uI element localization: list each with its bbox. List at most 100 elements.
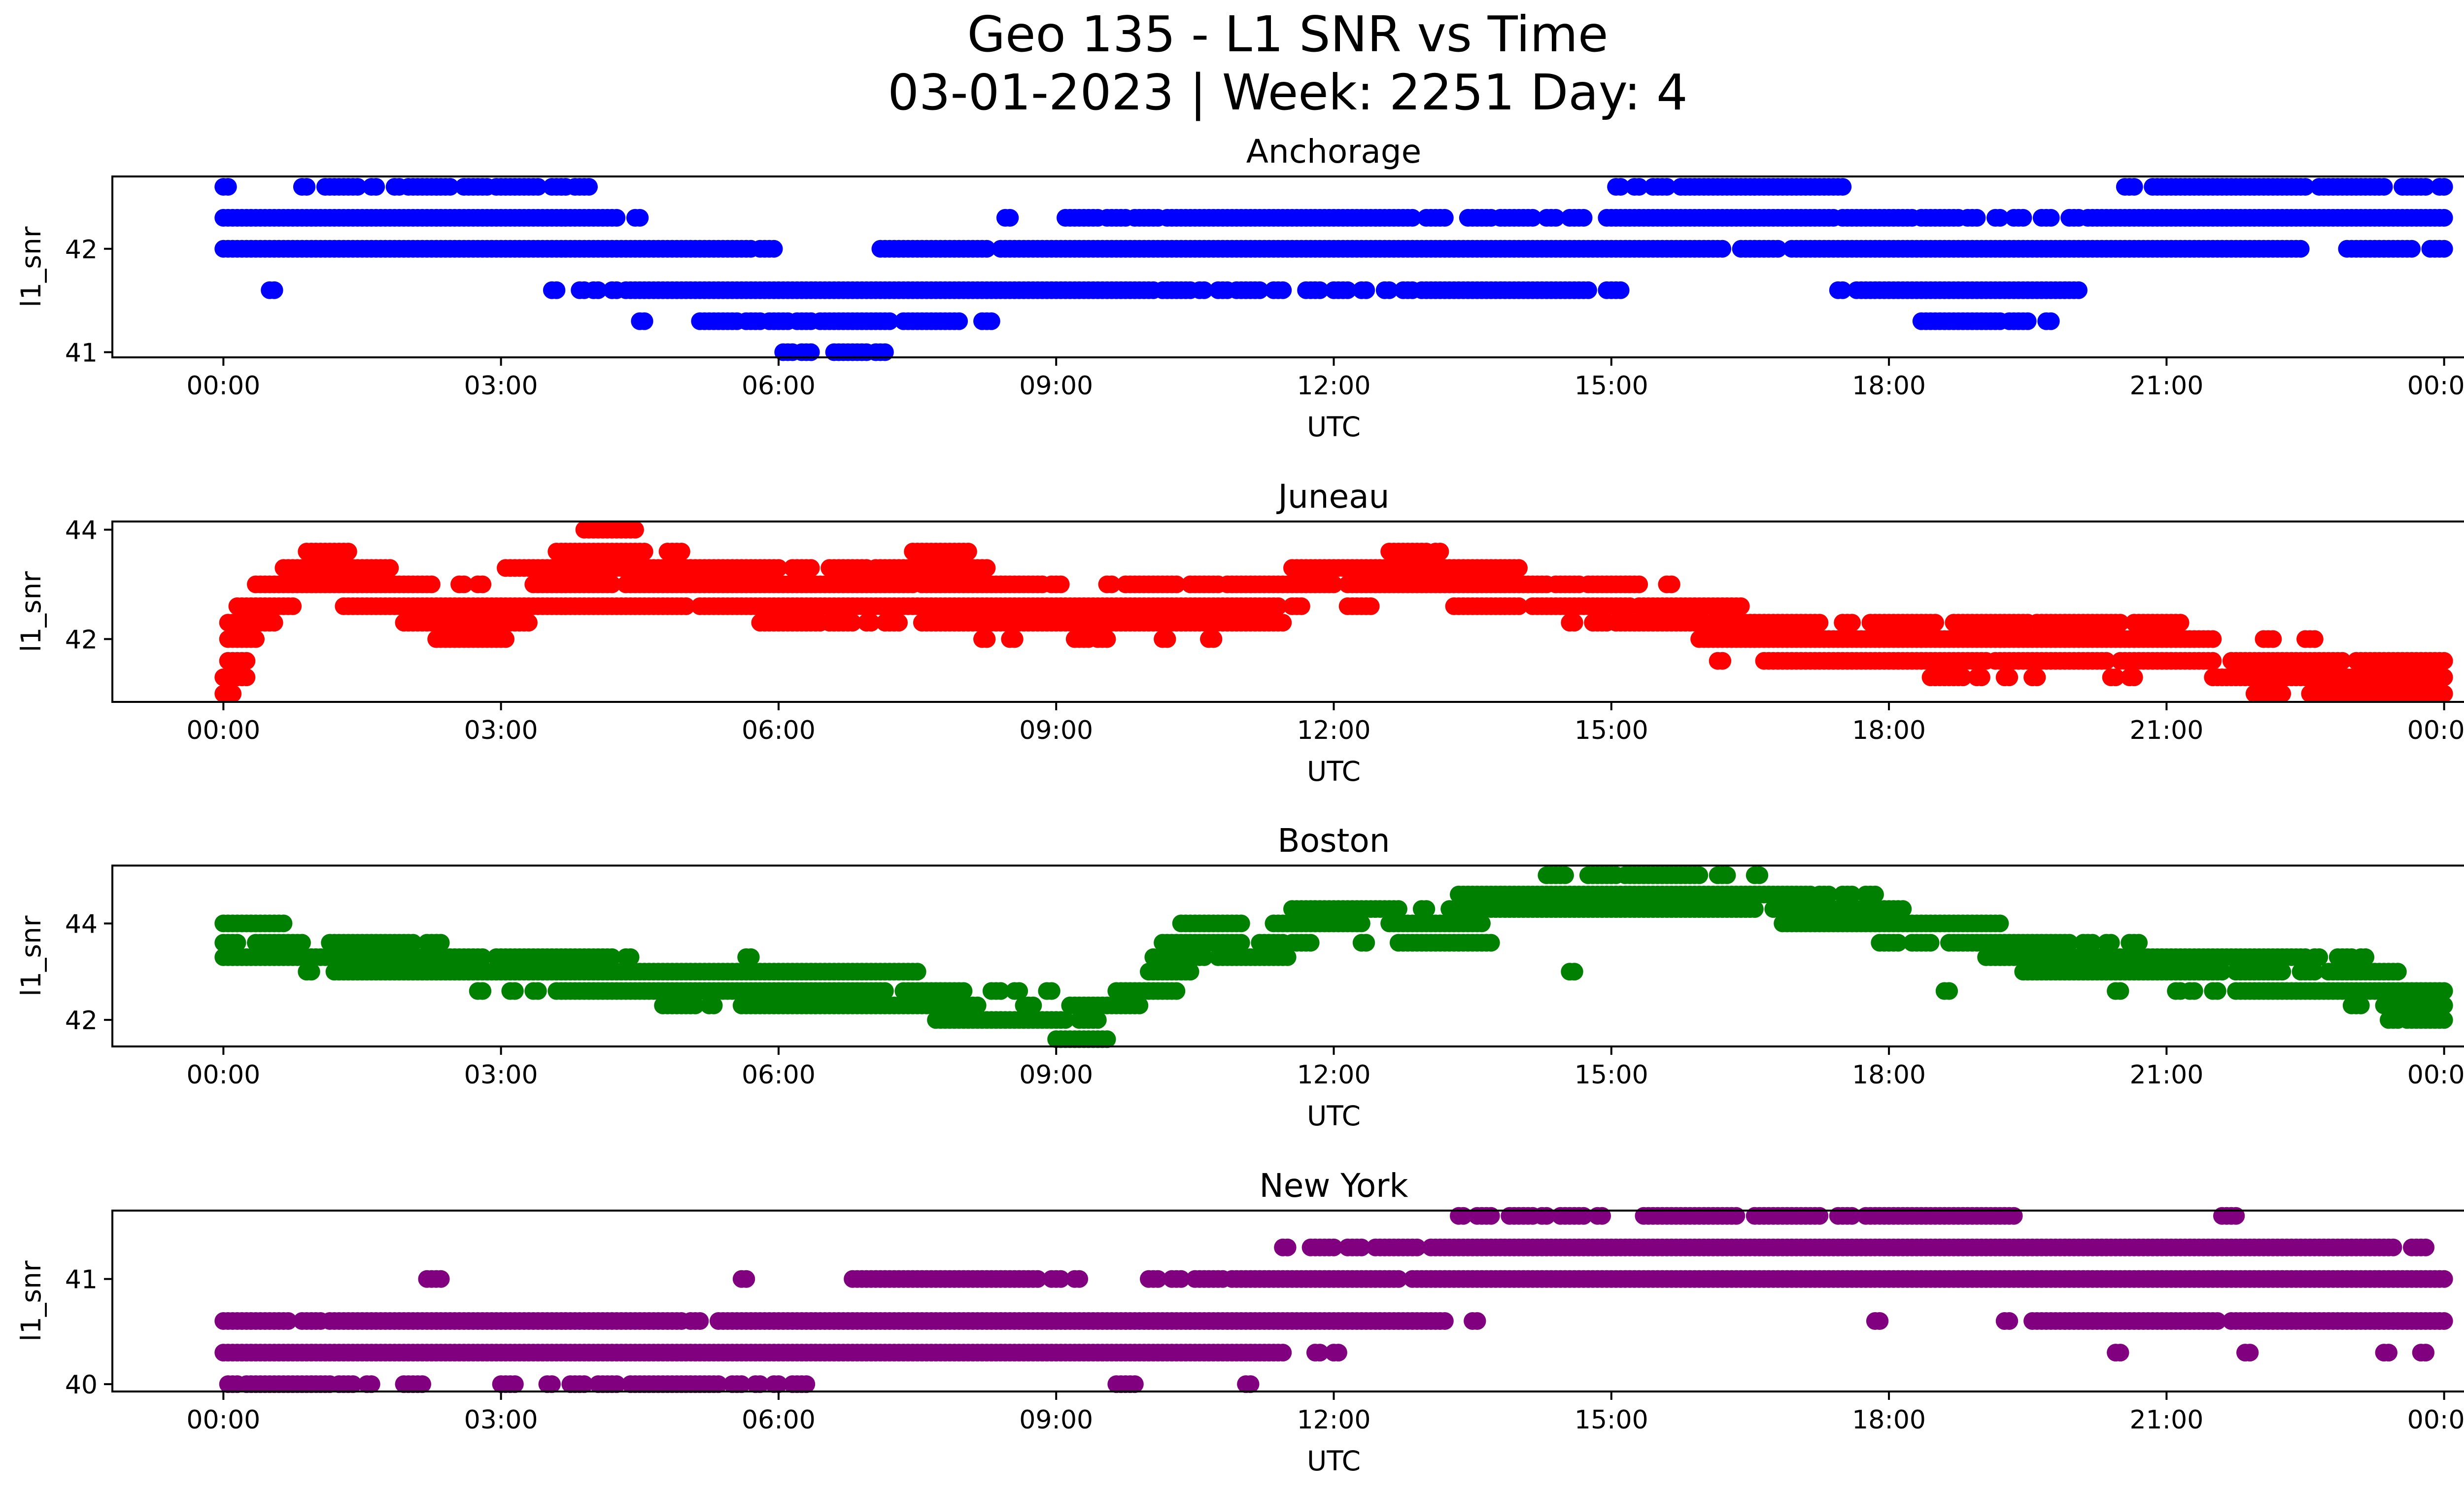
data-point [1630, 575, 1648, 593]
x-tick-label: 00:00 [2407, 371, 2464, 401]
data-point [519, 614, 538, 632]
data-point [2435, 1011, 2453, 1029]
data-point [978, 240, 996, 258]
data-point [2435, 178, 2453, 196]
data-point [1843, 614, 1861, 632]
data-point [219, 178, 237, 196]
data-point [432, 1270, 450, 1288]
x-tick-label: 21:00 [2129, 371, 2203, 401]
data-point [284, 597, 302, 615]
data-point [1362, 597, 1380, 615]
x-tick-label: 09:00 [1019, 1060, 1093, 1090]
x-tick-label: 00:00 [2407, 716, 2464, 745]
data-point [2273, 963, 2292, 981]
data-point [1158, 630, 1176, 648]
data-point [1662, 575, 1680, 593]
data-point [691, 1312, 709, 1330]
data-point [1232, 914, 1250, 933]
x-tick-label: 12:00 [1297, 716, 1371, 745]
data-point [1510, 559, 1528, 577]
panel-title: Boston [1277, 822, 1390, 860]
data-point [959, 543, 977, 560]
data-point [1311, 281, 1329, 299]
data-point [2204, 630, 2222, 648]
data-point [367, 178, 385, 196]
x-tick-label: 06:00 [742, 716, 816, 745]
x-axis-label: UTC [1307, 756, 1361, 787]
data-point [2384, 1238, 2402, 1256]
data-point [2208, 982, 2226, 1000]
data-point [1510, 597, 1528, 615]
data-point [474, 575, 492, 593]
data-point [529, 178, 547, 196]
data-point [631, 209, 649, 227]
data-point [1991, 914, 2009, 933]
x-tick-label: 21:00 [2129, 716, 2203, 745]
data-point [548, 281, 566, 299]
data-point [2070, 281, 2088, 299]
x-tick-label: 15:00 [1574, 1060, 1648, 1090]
data-point [1921, 934, 1940, 952]
data-point [474, 982, 492, 1000]
x-tick-label: 18:00 [1852, 716, 1926, 745]
data-point [274, 914, 293, 933]
x-tick-label: 06:00 [742, 1060, 816, 1090]
data-point [603, 575, 621, 593]
data-point [1611, 281, 1630, 299]
data-point [2435, 685, 2453, 703]
data-point [608, 209, 626, 227]
data-point [802, 559, 820, 577]
data-point [1968, 209, 1986, 227]
data-point [1098, 630, 1116, 648]
y-tick-label: 44 [65, 516, 98, 546]
x-tick-label: 12:00 [1297, 371, 1371, 401]
y-tick-label: 44 [65, 909, 98, 939]
x-tick-label: 12:00 [1297, 1060, 1371, 1090]
x-tick-label: 03:00 [464, 371, 538, 401]
data-point [1338, 281, 1357, 299]
data-point [1972, 668, 1990, 687]
y-axis-label: l1_snr [15, 571, 47, 652]
data-point [1750, 866, 1769, 884]
data-point [497, 630, 514, 648]
data-point [1052, 575, 1070, 593]
data-point [1380, 281, 1399, 299]
data-point [302, 963, 320, 981]
x-axis-label: UTC [1307, 1445, 1361, 1477]
y-axis-label: l1_snr [15, 226, 47, 307]
data-point [635, 312, 653, 330]
data-point [381, 559, 399, 577]
data-point [1278, 948, 1297, 966]
data-point [589, 281, 607, 299]
data-point [2111, 982, 2129, 1000]
data-point [1565, 963, 1583, 981]
data-point [1181, 963, 1199, 981]
data-point [2375, 178, 2393, 196]
data-point [2042, 209, 2060, 227]
data-point [1098, 1030, 1116, 1048]
data-point [765, 240, 783, 258]
x-axis-label: UTC [1307, 1100, 1361, 1132]
data-point [455, 575, 473, 593]
data-point [1745, 900, 1764, 918]
data-point [2019, 312, 2037, 330]
data-point [238, 668, 256, 687]
x-tick-label: 15:00 [1574, 716, 1648, 745]
data-point [2352, 996, 2370, 1014]
data-point [2435, 652, 2453, 670]
data-point [1926, 614, 1944, 632]
data-point [348, 178, 367, 196]
data-point [2389, 963, 2407, 981]
x-tick-label: 15:00 [1574, 371, 1648, 401]
data-point [1130, 996, 1149, 1014]
data-point [1472, 914, 1491, 933]
data-point [1834, 178, 1852, 196]
data-point [2042, 312, 2060, 330]
data-point [1070, 1270, 1089, 1288]
data-point [2028, 668, 2046, 687]
x-tick-label: 09:00 [1019, 371, 1093, 401]
data-point [1436, 209, 1454, 227]
data-point [737, 1270, 755, 1288]
data-point [238, 652, 256, 670]
